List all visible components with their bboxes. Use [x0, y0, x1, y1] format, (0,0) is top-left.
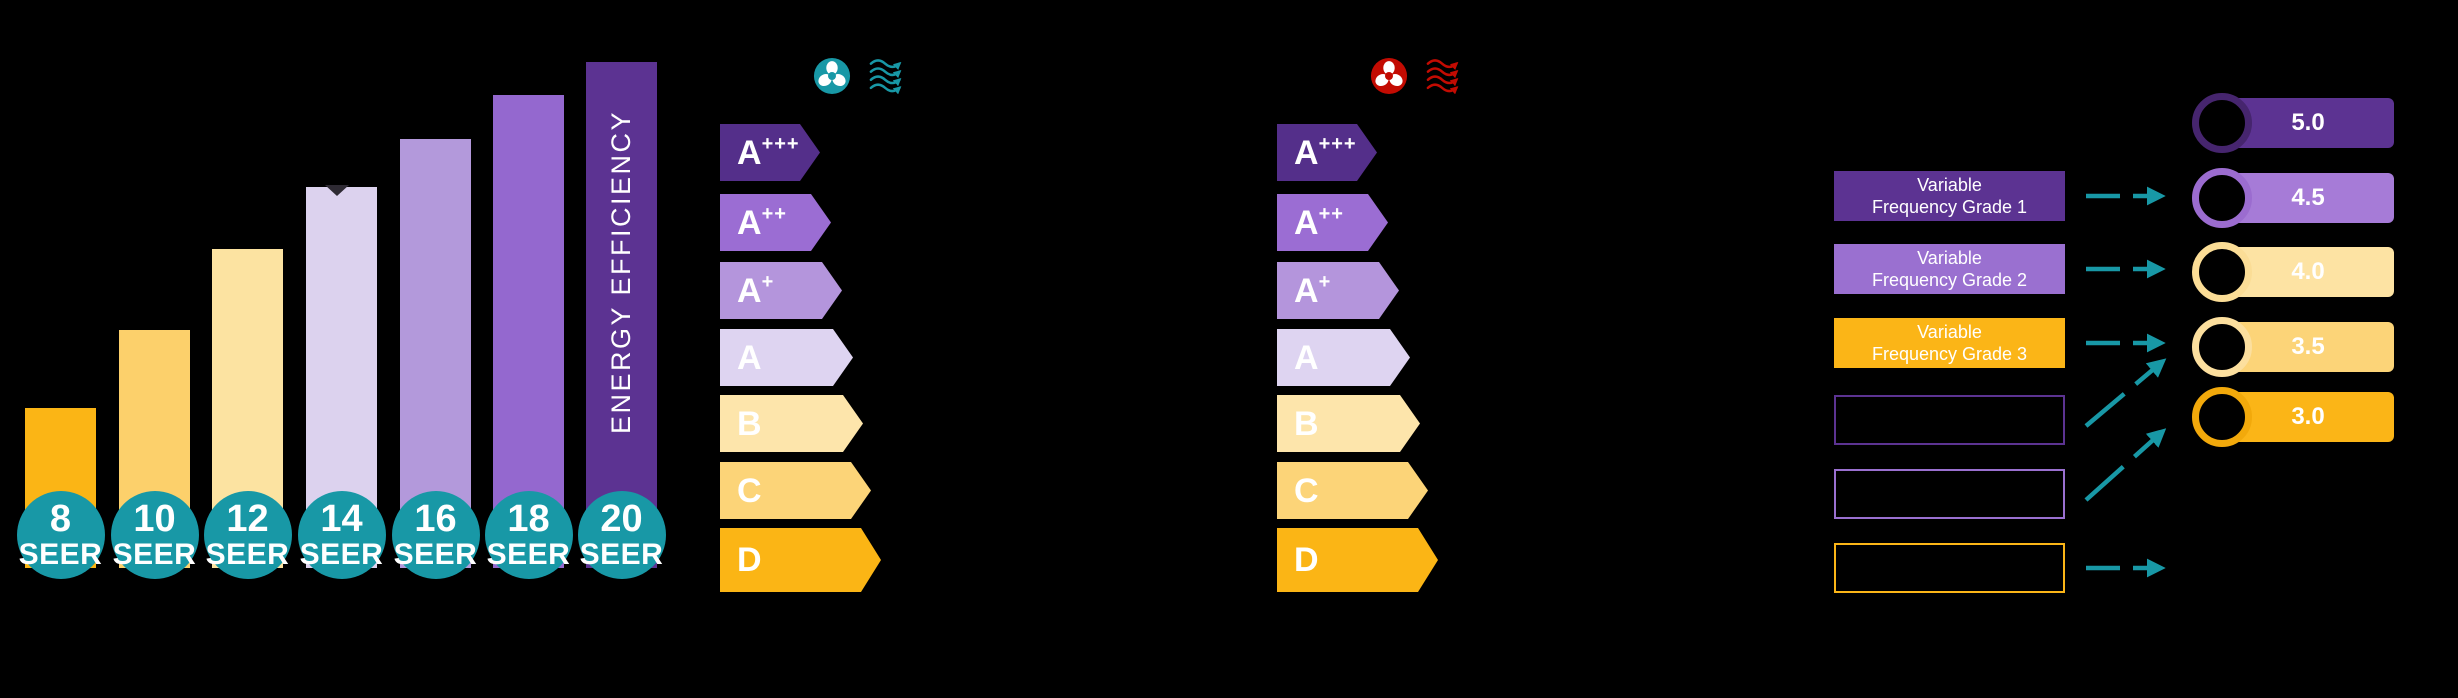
connection-arrow — [2084, 358, 2167, 428]
grade-letter: C — [1294, 471, 1319, 510]
rating-badge-value: 3.5 — [2291, 333, 2325, 360]
vfd-box-line1: Variable — [1917, 248, 1982, 268]
airflow-icon — [1426, 59, 1459, 95]
seer-circle-16: 16 SEER — [391, 491, 480, 579]
vfd-empty-box-6 — [1834, 543, 2065, 593]
grade-letter: A — [1294, 133, 1319, 172]
fan-icon — [813, 57, 851, 95]
vfd-empty-box-5 — [1834, 469, 2065, 519]
grade-letter: B — [1294, 404, 1319, 443]
grade-arrow-cooling-A+++: A +++ — [720, 124, 820, 181]
vfd-box-line1: Variable — [1917, 322, 1982, 342]
grade-arrow-cooling-B: B — [720, 395, 863, 452]
seer-bar-20 — [586, 62, 657, 568]
grade-letter: A — [1294, 203, 1319, 242]
vfd-grade-box-1: Variable Frequency Grade 1 — [1834, 171, 2065, 221]
seer-circle-unit: SEER — [112, 538, 197, 571]
rating-badge-ring-4.5 — [2192, 168, 2252, 228]
grade-arrow-cooling-A+: A + — [720, 262, 842, 319]
vfd-empty-box-4 — [1834, 395, 2065, 445]
vfd-box-line2: Frequency Grade 2 — [1871, 270, 2028, 290]
seer-circle-unit: SEER — [205, 538, 290, 571]
grade-arrow-heating-A++: A ++ — [1277, 194, 1388, 251]
seer-circle-value: 8 — [49, 498, 72, 540]
cooling-fan-icon-wrap — [813, 57, 851, 100]
cooling-airflow-icon-wrap — [869, 58, 907, 99]
seer-circle-20: 20 SEER — [577, 491, 666, 579]
seer-circle-18: 18 SEER — [484, 491, 573, 579]
vfd-box-line1: Variable — [1917, 175, 1982, 195]
grade-letter: D — [737, 541, 762, 579]
seer-circle-8: 8 SEER — [16, 491, 105, 579]
seer-circle-value: 16 — [414, 498, 457, 540]
grade-letter: A — [737, 338, 762, 377]
rating-badge-ring-3.5 — [2192, 317, 2252, 377]
grade-arrow-heating-A: A — [1277, 329, 1410, 386]
grade-arrow-heating-A+: A + — [1277, 262, 1399, 319]
grade-arrow-cooling-D: D — [720, 528, 881, 592]
grade-letter: B — [737, 404, 762, 443]
grade-letter: A — [1294, 271, 1319, 310]
seer-circle-value: 20 — [600, 498, 643, 540]
heating-airflow-icon-wrap — [1426, 58, 1464, 99]
rating-badge-3.0: 3.0 — [2222, 392, 2394, 442]
seer-circle-unit: SEER — [579, 538, 664, 571]
grade-arrow-heating-A+++: A +++ — [1277, 124, 1377, 181]
grade-superscript: + — [1318, 270, 1332, 293]
grade-letter: A — [737, 203, 762, 242]
rating-badge-ring-4.0 — [2192, 242, 2252, 302]
grade-letter: D — [1294, 541, 1319, 579]
rating-badge-value: 3.0 — [2291, 403, 2325, 430]
marker-triangle-icon — [325, 185, 349, 196]
seer-circle-unit: SEER — [393, 538, 478, 571]
airflow-icon — [869, 59, 902, 95]
seer-bar-18 — [493, 95, 564, 568]
grade-arrow-heating-D: D — [1277, 528, 1438, 592]
rating-badge-value: 4.0 — [2291, 258, 2325, 285]
grade-arrow-cooling-A: A — [720, 329, 853, 386]
grade-superscript: ++ — [1318, 202, 1344, 225]
rating-badge-value: 4.5 — [2291, 184, 2325, 211]
energy-efficiency-vertical-label: ENERGY EFFICIENCY — [606, 109, 636, 435]
vfd-grade-box-2: Variable Frequency Grade 2 — [1834, 244, 2065, 294]
seer-circle-value: 10 — [133, 498, 176, 540]
connection-arrow — [2084, 428, 2167, 502]
seer-circle-value: 12 — [226, 498, 269, 540]
seer-circle-unit: SEER — [18, 538, 103, 571]
seer-circle-value: 18 — [507, 498, 550, 540]
vfd-box-line2: Frequency Grade 3 — [1871, 344, 2028, 364]
heating-fan-icon-wrap — [1370, 57, 1408, 100]
grade-arrow-cooling-A++: A ++ — [720, 194, 831, 251]
grade-superscript: +++ — [761, 132, 800, 155]
fan-icon — [1370, 57, 1408, 95]
grade-arrow-heating-C: C — [1277, 462, 1428, 519]
seer-circle-unit: SEER — [299, 538, 384, 571]
grade-arrow-heating-B: B — [1277, 395, 1420, 452]
seer-circle-14: 14 SEER — [297, 491, 386, 579]
grade-letter: A — [737, 133, 762, 172]
vfd-grade-box-3: Variable Frequency Grade 3 — [1834, 318, 2065, 368]
grade-superscript: +++ — [1318, 132, 1357, 155]
seer-circle-12: 12 SEER — [203, 491, 292, 579]
grade-superscript: ++ — [761, 202, 787, 225]
grade-arrow-cooling-C: C — [720, 462, 871, 519]
grade-superscript: + — [761, 270, 775, 293]
seer-circle-value: 14 — [320, 498, 363, 540]
grade-letter: A — [1294, 338, 1319, 377]
rating-badge-value: 5.0 — [2291, 109, 2325, 136]
rating-badge-ring-5.0 — [2192, 93, 2252, 153]
seer-circle-10: 10 SEER — [110, 491, 199, 579]
rating-badge-ring-3.0 — [2192, 387, 2252, 447]
grade-letter: C — [737, 471, 762, 510]
vfd-box-line2: Frequency Grade 1 — [1871, 197, 2028, 217]
seer-circle-unit: SEER — [486, 538, 571, 571]
grade-letter: A — [737, 271, 762, 310]
